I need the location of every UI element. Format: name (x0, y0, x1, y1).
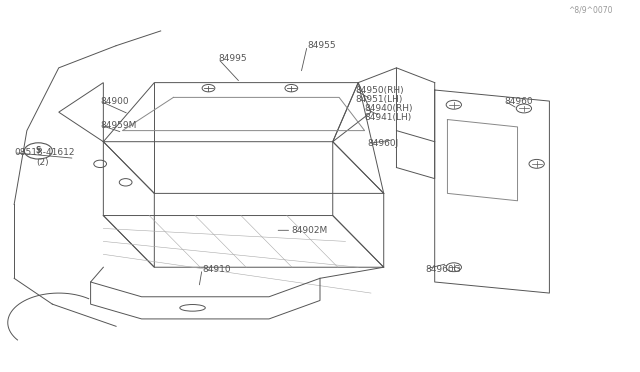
Text: 84940(RH): 84940(RH) (365, 104, 413, 113)
Text: S: S (36, 147, 41, 155)
Text: 84951(LH): 84951(LH) (355, 95, 403, 104)
Text: (2): (2) (36, 157, 49, 167)
Text: 84941(LH): 84941(LH) (365, 113, 412, 122)
Text: 08518-41612: 08518-41612 (14, 148, 75, 157)
Text: 84950(RH): 84950(RH) (355, 86, 404, 94)
Text: 84910: 84910 (202, 264, 231, 273)
Text: 84902M: 84902M (291, 226, 328, 235)
Text: 84900: 84900 (100, 97, 129, 106)
Text: 84960G: 84960G (425, 264, 461, 273)
Text: ^8/9^0070: ^8/9^0070 (568, 5, 613, 14)
Text: 84995: 84995 (218, 54, 246, 63)
Text: 84960J: 84960J (368, 139, 399, 148)
Text: 84959M: 84959M (100, 121, 136, 129)
Text: 84955: 84955 (307, 41, 336, 50)
Text: 84960: 84960 (505, 97, 533, 106)
